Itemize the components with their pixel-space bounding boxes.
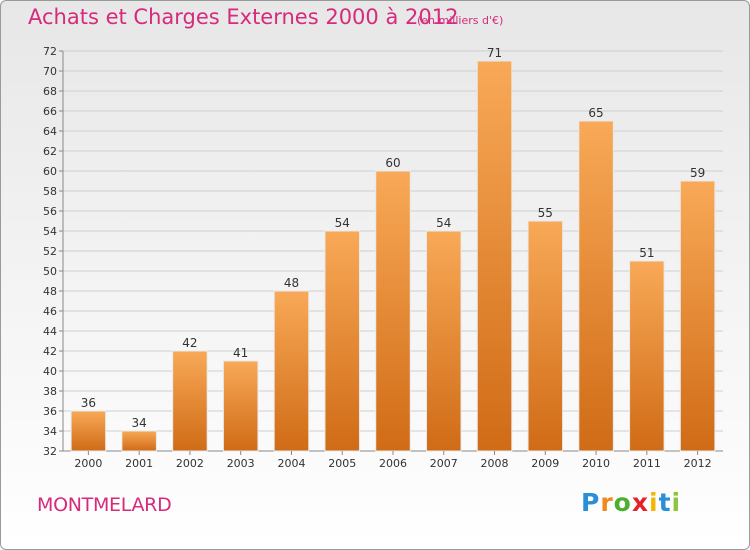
y-tick-label: 66	[43, 105, 57, 118]
y-tick-label: 32	[43, 445, 57, 458]
bar	[426, 230, 462, 452]
bar	[679, 180, 716, 452]
x-tick-label: 2007	[430, 457, 458, 470]
y-tick-label: 40	[43, 365, 57, 378]
x-tick-label: 2008	[481, 457, 509, 470]
y-tick-label: 64	[43, 125, 57, 138]
y-tick-label: 60	[43, 165, 57, 178]
x-tick-label: 2004	[277, 457, 305, 470]
bar	[70, 410, 107, 452]
y-tick-label: 56	[43, 205, 57, 218]
x-tick-label: 2006	[379, 457, 407, 470]
proxiti-logo[interactable]: Proxiti	[581, 488, 681, 517]
bar-value-label: 65	[588, 106, 603, 120]
chart-title: Achats et Charges Externes 2000 à 2012	[28, 5, 459, 29]
y-tick-label: 36	[43, 405, 57, 418]
y-tick-label: 38	[43, 385, 57, 398]
bar	[375, 170, 411, 452]
bar	[476, 60, 513, 452]
logo-letter: o	[613, 488, 632, 517]
y-tick-label: 50	[43, 265, 57, 278]
logo-letter: x	[631, 488, 649, 517]
logo-letter: t	[658, 488, 672, 517]
bar	[324, 230, 360, 452]
y-tick-label: 42	[43, 345, 57, 358]
bar	[527, 220, 564, 452]
x-tick-label: 2011	[633, 457, 661, 470]
y-tick-label: 44	[43, 325, 57, 338]
y-tick-label: 46	[43, 305, 57, 318]
logo-letter: P	[581, 488, 601, 517]
logo-letter: r	[600, 488, 614, 517]
bar-value-label: 54	[436, 216, 451, 230]
bar	[273, 290, 310, 452]
bar-value-label: 48	[284, 276, 299, 290]
x-tick-label: 2010	[582, 457, 610, 470]
x-tick-label: 2002	[176, 457, 204, 470]
x-tick-label: 2001	[125, 457, 153, 470]
y-tick-label: 58	[43, 185, 57, 198]
x-tick-label: 2003	[227, 457, 255, 470]
logo-letter: i	[671, 488, 682, 517]
x-tick-label: 2000	[74, 457, 102, 470]
y-tick-label: 70	[43, 65, 57, 78]
bar	[629, 260, 665, 452]
bar-value-label: 51	[639, 246, 654, 260]
bar	[578, 120, 614, 452]
bar-value-label: 42	[182, 336, 197, 350]
bar-value-label: 59	[690, 166, 705, 180]
town-name: MONTMELARD	[37, 494, 172, 516]
bar-value-label: 36	[81, 396, 96, 410]
bar-value-label: 60	[385, 156, 400, 170]
y-tick-label: 72	[43, 45, 57, 58]
y-tick-label: 62	[43, 145, 57, 158]
x-tick-label: 2009	[531, 457, 559, 470]
bar-value-label: 54	[335, 216, 350, 230]
bar-value-label: 34	[132, 416, 147, 430]
bar-value-label: 71	[487, 46, 502, 60]
y-tick-label: 52	[43, 245, 57, 258]
y-tick-label: 34	[43, 425, 57, 438]
x-tick-label: 2005	[328, 457, 356, 470]
bar-value-label: 55	[538, 206, 553, 220]
bar	[121, 430, 157, 452]
y-tick-label: 68	[43, 85, 57, 98]
logo-letter: i	[649, 488, 659, 517]
bar	[222, 360, 259, 452]
bar	[172, 350, 208, 452]
bar-value-label: 41	[233, 346, 248, 360]
chart-unit: (en milliers d'€)	[417, 14, 504, 27]
y-tick-label: 48	[43, 285, 57, 298]
x-tick-label: 2012	[684, 457, 712, 470]
y-tick-label: 54	[43, 225, 57, 238]
